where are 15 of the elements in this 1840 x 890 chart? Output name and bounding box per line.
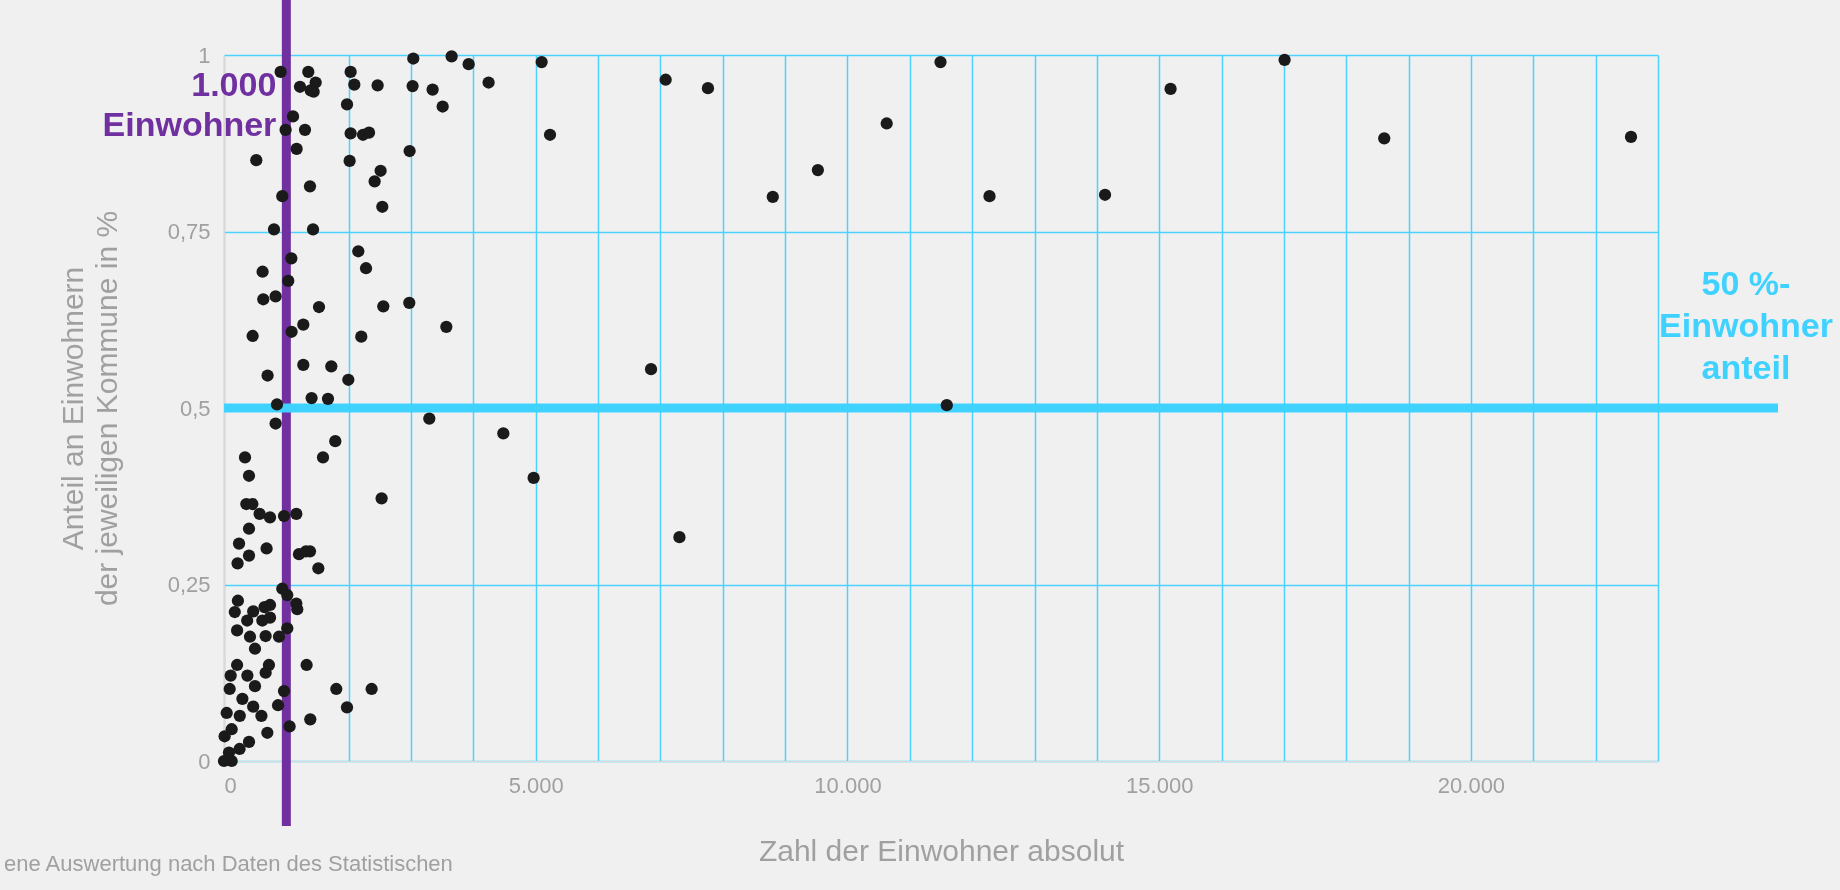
y-tick-label: 0,25	[167, 572, 211, 597]
y-tick-label: 1	[198, 42, 211, 68]
y-tick-label: 0	[198, 748, 211, 774]
y-tick-label: 0,75	[167, 219, 211, 244]
x-tick-label: 0	[224, 772, 237, 798]
y-axis-title: Anteil an Einwohnern der jeweiligen Kommune in %	[55, 210, 123, 607]
x-tick-label: 5.000	[508, 772, 564, 798]
ref-line-label: 1.000 Einwohner	[102, 65, 277, 143]
x-tick-label: 15.000	[1126, 772, 1194, 798]
y-tick-label: 0,5	[179, 395, 211, 421]
x-tick-label: 20.000	[1437, 772, 1506, 798]
ref-line-label: 50 %- Einwohner anteil	[1659, 264, 1833, 386]
x-tick-label: 10.000	[814, 772, 882, 798]
x-axis-title: Zahl der Einwohner absolut	[758, 833, 1125, 867]
text: ene Auswertung nach Daten des Statistischen	[4, 851, 453, 876]
